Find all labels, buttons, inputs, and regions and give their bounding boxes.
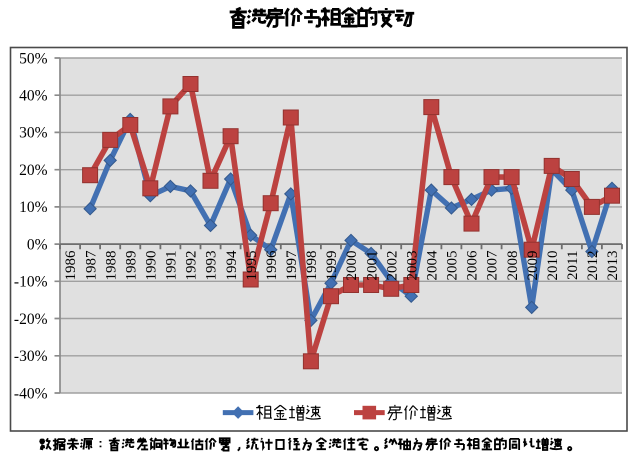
svg-text:2004: 2004 (425, 250, 441, 281)
svg-text:2005: 2005 (445, 251, 461, 281)
svg-text:1997: 1997 (284, 250, 300, 281)
svg-text:-20%: -20% (14, 311, 48, 328)
svg-text:2013: 2013 (605, 251, 621, 281)
svg-text:20%: 20% (19, 162, 48, 179)
svg-text:30%: 30% (19, 125, 48, 142)
svg-text:-40%: -40% (14, 385, 48, 402)
svg-text:0%: 0% (27, 236, 48, 253)
svg-text:1991: 1991 (164, 251, 180, 281)
svg-text:50%: 50% (19, 50, 48, 67)
svg-text:1986: 1986 (63, 250, 79, 281)
svg-text:2010: 2010 (545, 251, 561, 281)
svg-text:2003: 2003 (404, 251, 420, 281)
svg-text:1999: 1999 (324, 251, 340, 281)
svg-text:1990: 1990 (144, 251, 160, 281)
svg-text:-30%: -30% (14, 348, 48, 365)
svg-text:1992: 1992 (184, 251, 200, 281)
svg-text:1998: 1998 (304, 251, 320, 281)
svg-text:2012: 2012 (585, 251, 601, 281)
svg-text:2007: 2007 (485, 250, 501, 281)
svg-text:2001: 2001 (364, 251, 380, 281)
svg-text:1995: 1995 (244, 251, 260, 281)
svg-text:2008: 2008 (505, 251, 521, 281)
svg-text:1993: 1993 (204, 251, 220, 281)
svg-text:-10%: -10% (14, 274, 48, 291)
svg-text:1988: 1988 (103, 251, 119, 281)
svg-text:2006: 2006 (465, 250, 481, 281)
svg-text:40%: 40% (19, 88, 48, 105)
svg-text:2002: 2002 (384, 251, 400, 281)
svg-text:1989: 1989 (123, 251, 139, 281)
svg-text:2011: 2011 (565, 251, 581, 280)
svg-text:2000: 2000 (344, 251, 360, 281)
svg-text:1987: 1987 (83, 250, 99, 281)
svg-text:1994: 1994 (224, 250, 240, 281)
svg-text:1996: 1996 (264, 250, 280, 281)
svg-text:2009: 2009 (525, 251, 541, 281)
svg-text:10%: 10% (19, 199, 48, 216)
